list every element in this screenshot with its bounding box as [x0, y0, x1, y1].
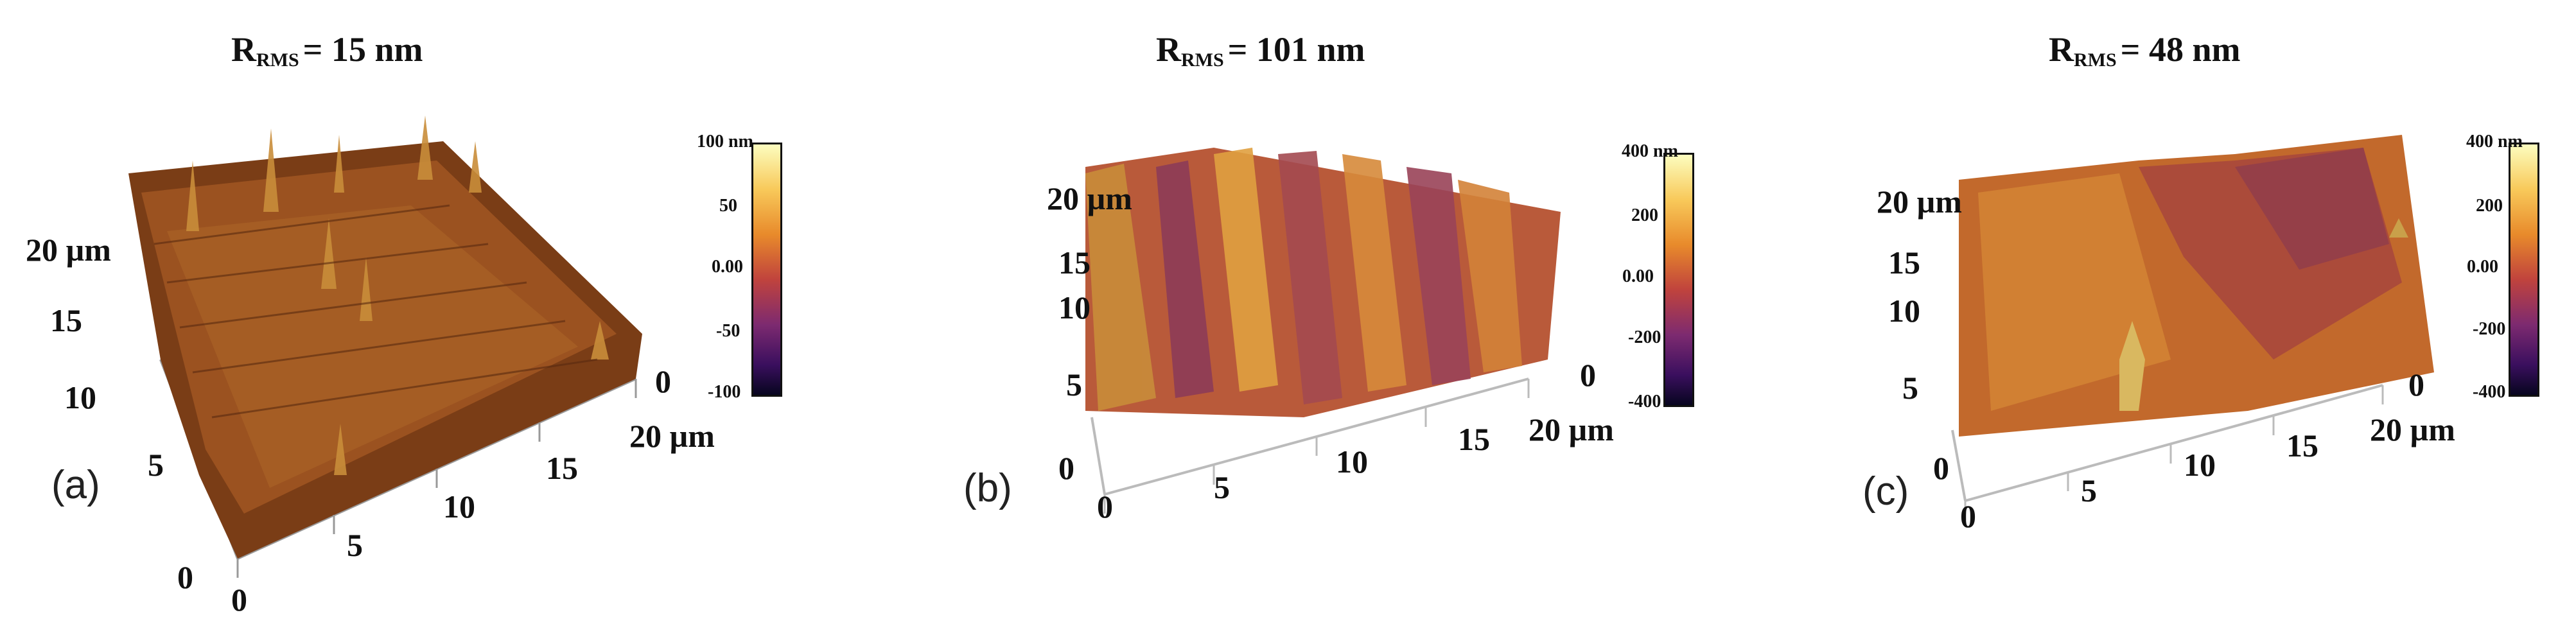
y-tick-15: 15: [1058, 245, 1091, 281]
title-r: R: [231, 30, 256, 69]
x-tick-0: 0: [231, 582, 247, 618]
panel-b: RRMS = 101 nm 20 µm: [854, 0, 1715, 642]
colorbar-c-0: 0.00: [2467, 257, 2498, 277]
colorbar-b-min: -400: [1628, 392, 1661, 412]
panel-c-title: RRMS = 48 nm: [2049, 30, 2240, 71]
y-tick-15: 15: [50, 302, 82, 338]
colorbar-b-200: 200: [1631, 205, 1658, 225]
x-tick-5: 5: [1214, 469, 1230, 505]
y-tick-0: 0: [1933, 450, 1949, 486]
z-tick-20um: 20 µm: [629, 418, 715, 454]
colorbar-a-50: 50: [719, 196, 737, 216]
colorbar-c-min: -400: [2473, 382, 2506, 402]
y-tick-5: 5: [148, 447, 164, 483]
y-tick-10: 10: [1888, 293, 1920, 329]
title-sub: RMS: [256, 49, 299, 71]
x-tick-20um: 20 µm: [2370, 412, 2455, 447]
panel-label-b: (b): [963, 466, 1012, 510]
y-tick-10: 10: [1058, 290, 1091, 325]
colorbar-b: [1663, 153, 1694, 407]
title-r: R: [2049, 30, 2074, 69]
x-tick-0: 0: [1960, 498, 1976, 534]
y-tick-10: 10: [64, 379, 96, 415]
title-r: R: [1156, 30, 1181, 69]
title-value: = 101 nm: [1227, 30, 1365, 69]
panel-a: RRMS = 15 nm: [0, 0, 848, 642]
x-tick-20um: 20 µm: [1529, 412, 1614, 447]
surface-b: [1085, 148, 1561, 514]
y-tick-20: 20 µm: [26, 232, 111, 268]
x-tick-0: 0: [1097, 489, 1113, 525]
title-value: = 15 nm: [302, 30, 423, 69]
title-sub: RMS: [1181, 49, 1224, 71]
y-tick-5: 5: [1066, 367, 1082, 403]
colorbar-a-max: 100 nm: [697, 132, 753, 152]
colorbar-c-neg200: -200: [2473, 319, 2506, 339]
panel-label-c: (c): [1862, 469, 1909, 514]
panel-b-title: RRMS = 101 nm: [1156, 30, 1365, 71]
y-tick-0: 0: [177, 559, 193, 595]
x-tick-10: 10: [443, 489, 475, 525]
x-tick-10: 10: [1336, 444, 1368, 480]
surface-c-peak: [2119, 321, 2145, 411]
y-tick-20: 20 µm: [1047, 180, 1132, 216]
colorbar-a-neg50: -50: [716, 321, 740, 341]
colorbar-b-neg200: -200: [1628, 327, 1661, 347]
panel-a-title: RRMS = 15 nm: [231, 30, 423, 71]
colorbar-c-max: 400 nm: [2466, 132, 2523, 152]
colorbar-b-max: 400 nm: [1622, 141, 1678, 161]
panel-label-a: (a): [51, 463, 100, 507]
x-tick-15: 15: [1458, 421, 1490, 457]
title-value: = 48 nm: [2120, 30, 2241, 69]
colorbar-a-min: -100: [708, 382, 741, 402]
y-tick-5: 5: [1902, 370, 1918, 406]
x-tick-15: 15: [546, 450, 578, 486]
z-tick-0: 0: [655, 363, 671, 399]
x-tick-5: 5: [347, 527, 363, 563]
surface-a: [128, 116, 642, 578]
colorbar-a-0: 0.00: [712, 257, 743, 277]
y-tick-20: 20 µm: [1877, 184, 1962, 220]
colorbar-a: [751, 143, 782, 397]
colorbar-c-200: 200: [2476, 196, 2503, 216]
y-tick-0: 0: [1058, 450, 1074, 486]
colorbar-c: [2509, 143, 2539, 397]
panel-c: RRMS = 48 nm 20 µm 15 10 5 0 0 5 10: [1721, 0, 2576, 642]
z-tick-0: 0: [2408, 367, 2424, 403]
surface-c: [1951, 135, 2434, 520]
y-tick-15: 15: [1888, 245, 1920, 281]
x-tick-5: 5: [2081, 473, 2097, 508]
z-tick-0: 0: [1580, 357, 1596, 393]
title-sub: RMS: [2074, 49, 2117, 71]
x-tick-15: 15: [2286, 428, 2318, 464]
x-tick-10: 10: [2184, 447, 2216, 483]
colorbar-b-0: 0.00: [1622, 266, 1654, 286]
